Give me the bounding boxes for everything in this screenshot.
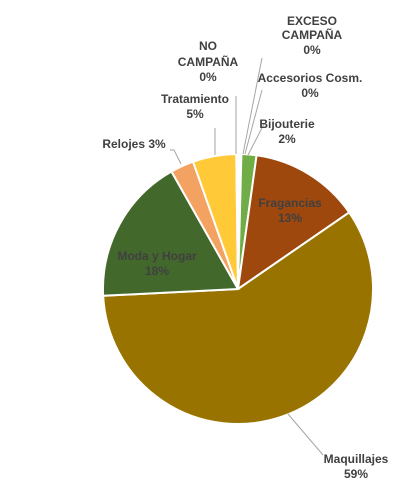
leader-line [287, 413, 324, 456]
pie-slice-maquillajes [102, 211, 374, 425]
data-label: Bijouterie 2% [259, 117, 315, 146]
data-label: NO CAMPAÑA 0% [178, 39, 239, 84]
leader-line [247, 123, 265, 156]
data-label: Accesorios Cosm. 0% [258, 71, 363, 100]
data-label: Moda y Hogar 18% [117, 249, 197, 278]
leader-line [242, 57, 263, 155]
data-label: Maquillajes 59% [324, 452, 389, 481]
leader-line [170, 149, 182, 165]
pie-slice-moda-y-hogar [102, 170, 240, 297]
data-label: Tratamiento 5% [161, 92, 229, 121]
data-label: EXCESO CAMPAÑA 0% [282, 14, 343, 57]
leader-line [244, 89, 263, 155]
pie-slice-no-campaña [235, 152, 239, 290]
data-label: Fragancias 13% [258, 196, 322, 225]
pie-slice-fragancias [236, 154, 351, 292]
data-label: Relojes 3% [102, 137, 166, 151]
